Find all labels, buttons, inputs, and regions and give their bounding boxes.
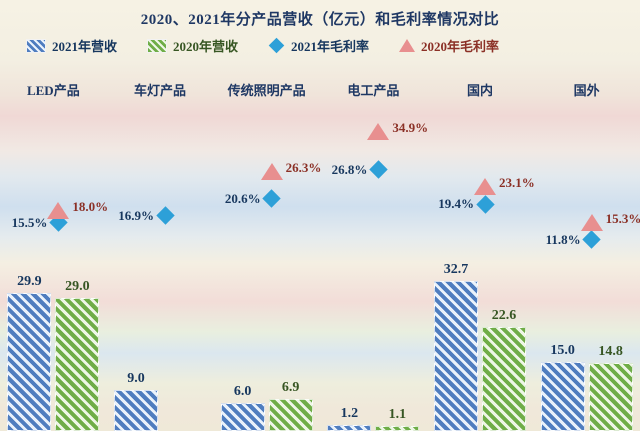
bar-value-label: 22.6 xyxy=(491,308,517,324)
legend-label-2020-margin: 2020年毛利率 xyxy=(421,39,500,54)
bar-value-label: 6.0 xyxy=(233,384,252,400)
bar-2021-revenue xyxy=(434,280,478,431)
marker-2020-margin-triangle-icon xyxy=(580,214,603,232)
legend-label-2021-revenue: 2021年营收 xyxy=(52,39,118,54)
category-label: 车灯产品 xyxy=(133,83,186,98)
category-label: LED产品 xyxy=(26,83,80,98)
margin-label-2020: 34.9% xyxy=(392,119,429,135)
legend-item-2021-revenue: 2021年营收 xyxy=(26,36,117,55)
margin-label-2021: 26.8% xyxy=(331,161,368,177)
margin-label-2020: 18.0% xyxy=(72,198,109,214)
marker-2020-margin-triangle-icon xyxy=(474,178,496,195)
bar-2020-revenue xyxy=(375,425,420,431)
legend-item-2020-margin: 2020年毛利率 xyxy=(399,36,499,55)
legend-item-2021-margin: 2021年毛利率 xyxy=(268,36,369,55)
bar-value-label: 15.0 xyxy=(550,343,575,358)
bar-2021-revenue xyxy=(114,389,158,431)
bar-2021-revenue xyxy=(220,403,265,431)
chart-title: 2020、2021年分产品营收（亿元）和毛利率情况对比 xyxy=(140,12,500,28)
category-label: 电工产品 xyxy=(347,83,400,98)
margin-label-2021: 20.6% xyxy=(224,190,261,206)
bar-2021-revenue xyxy=(7,293,52,431)
legend-swatch-2020-margin-triangle-icon xyxy=(399,39,416,52)
marker-2021-margin-diamond-icon xyxy=(155,206,175,226)
bar-2021-revenue xyxy=(540,362,585,431)
margin-label-2020: 15.3% xyxy=(605,211,640,227)
bar-2020-revenue xyxy=(55,297,100,431)
category-label: 国外 xyxy=(573,83,600,98)
bar-value-label: 6.9 xyxy=(281,380,300,396)
bar-value-label: 9.0 xyxy=(127,370,145,386)
margin-label-2020: 26.3% xyxy=(285,160,322,176)
bar-2020-revenue xyxy=(268,399,313,431)
margin-label-2021: 11.8% xyxy=(545,231,581,247)
marker-2021-margin-diamond-icon xyxy=(582,230,601,250)
marker-2020-margin-triangle-icon xyxy=(47,201,70,219)
margin-label-2021: 15.5% xyxy=(11,214,48,230)
legend-item-2020-revenue: 2020年营收 xyxy=(147,36,238,55)
legend-swatch-2021-revenue xyxy=(26,38,46,53)
marker-2021-margin-diamond-icon xyxy=(369,160,388,179)
legend-label-2020-revenue: 2020年营收 xyxy=(173,39,239,54)
margin-label-2020: 23.1% xyxy=(499,175,535,190)
bar-2021-revenue xyxy=(327,425,372,431)
marker-2020-margin-triangle-icon xyxy=(260,163,283,181)
marker-2021-margin-diamond-icon xyxy=(475,195,495,214)
marker-2021-margin-diamond-icon xyxy=(262,189,281,208)
margin-label-2021: 19.4% xyxy=(438,196,474,212)
legend-swatch-2020-revenue xyxy=(147,38,168,53)
bar-value-label: 32.7 xyxy=(443,261,469,277)
marker-2020-margin-triangle-icon xyxy=(367,122,390,140)
bar-2020-revenue xyxy=(588,362,633,431)
category-label: 国内 xyxy=(466,83,493,98)
bar-value-label: 14.8 xyxy=(598,343,623,359)
legend-label-2021-margin: 2021年毛利率 xyxy=(291,39,370,54)
margin-label-2021: 16.9% xyxy=(118,207,154,223)
bar-value-label: 1.1 xyxy=(388,406,407,422)
bar-2020-revenue xyxy=(482,327,526,431)
bar-value-label: 1.2 xyxy=(340,406,359,422)
bar-value-label: 29.0 xyxy=(65,278,90,294)
category-label: 传统照明产品 xyxy=(227,83,306,98)
legend: 2021年营收 2020年营收 2021年毛利率 2020年毛利率 xyxy=(26,36,640,55)
bar-value-label: 29.9 xyxy=(17,274,42,290)
